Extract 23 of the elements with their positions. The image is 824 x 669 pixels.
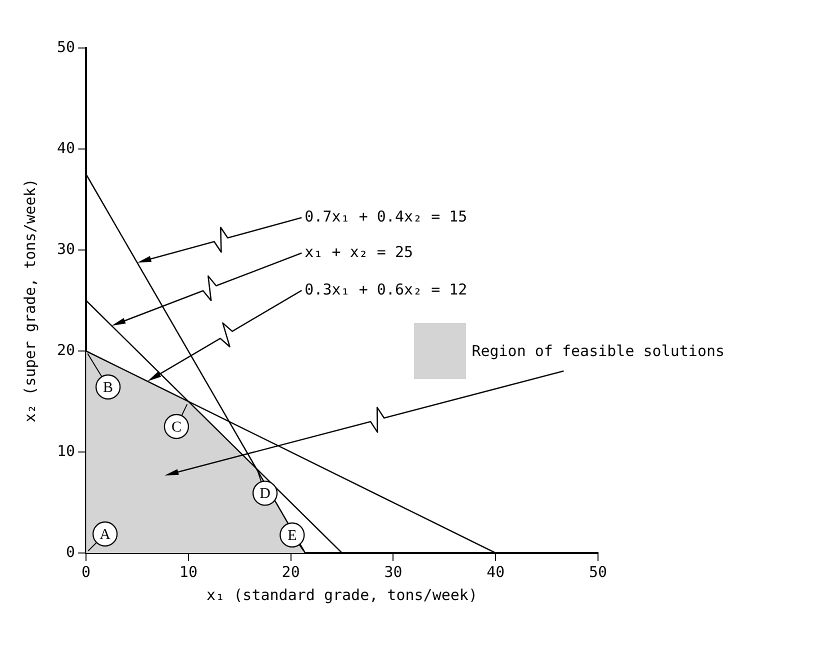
y-tick-label: 30 — [57, 240, 76, 258]
y-tick-label: 50 — [57, 38, 76, 56]
annotation: D — [260, 486, 271, 502]
annotation: x₁ + x₂ = 25 — [304, 242, 414, 261]
x-tick-label: 50 — [588, 562, 608, 581]
annotation: A — [100, 526, 111, 543]
annotation: 0.7x₁ + 0.4x₂ = 15 — [304, 208, 468, 226]
y-tick-label: 10 — [57, 442, 76, 460]
annotation: B — [103, 380, 114, 396]
x-axis-title: x₁ (standard grade, tons/week) — [206, 586, 478, 604]
x-tick-label: 20 — [282, 562, 300, 581]
annotation: 0.3x₁ + 0.6x₂ = 12 — [304, 280, 468, 298]
y-tick-label: 0 — [66, 542, 76, 561]
text: Region of feasible solutions — [472, 342, 725, 360]
annotation: C — [171, 419, 182, 436]
x-tick-label: 10 — [179, 562, 198, 581]
y-tick-label: 20 — [57, 340, 76, 359]
y-axis-title: x₂ (super grade, tons/week) — [20, 178, 39, 422]
annotation: E — [288, 528, 297, 544]
x-tick-label: 30 — [384, 562, 402, 581]
x-tick-label: 0 — [82, 562, 91, 581]
x-tick-label: 40 — [486, 562, 505, 581]
y-tick-label: 40 — [57, 138, 76, 157]
